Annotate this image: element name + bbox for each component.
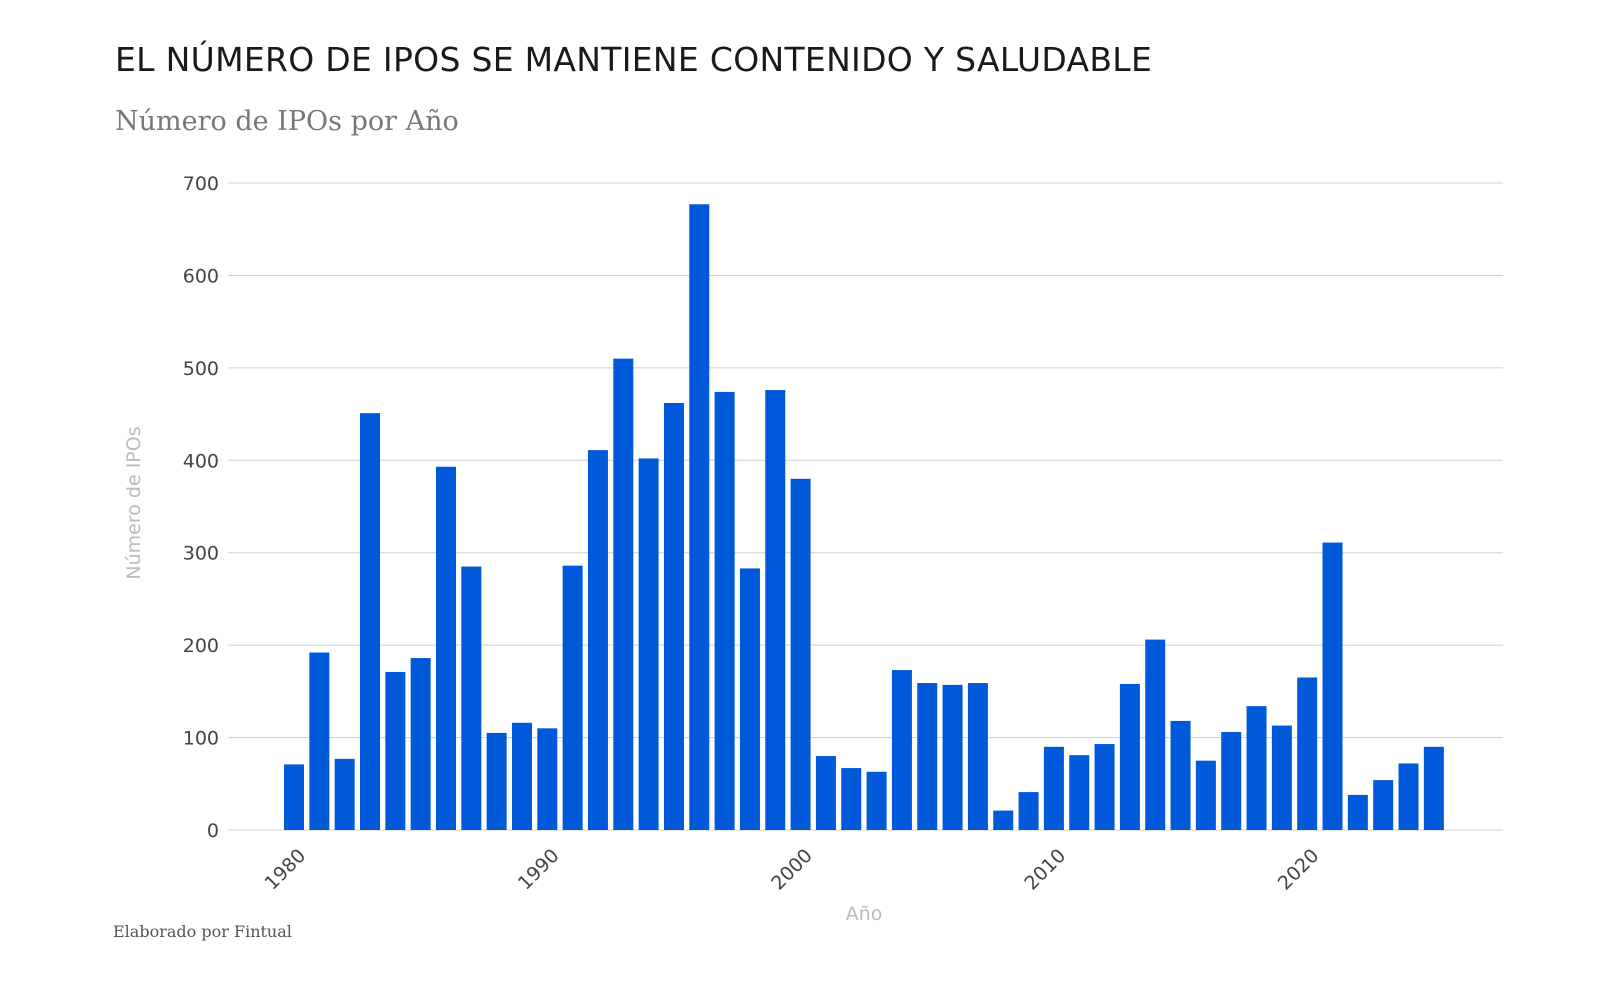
y-tick-label: 300	[183, 543, 219, 565]
bar	[790, 478, 811, 830]
bar	[663, 402, 684, 830]
bar	[537, 728, 558, 830]
bar	[891, 670, 912, 830]
footer-credit: Elaborado por Fintual	[113, 922, 292, 941]
bar	[1195, 760, 1216, 830]
chart-title: EL NÚMERO DE IPOS SE MANTIENE CONTENIDO …	[115, 40, 1153, 79]
bar	[1018, 792, 1039, 830]
bar	[638, 458, 659, 830]
bar	[1145, 639, 1166, 830]
x-tick-label: 1990	[514, 845, 564, 895]
bar	[1043, 746, 1064, 830]
bar	[461, 566, 482, 830]
bar	[1271, 725, 1292, 830]
bar	[917, 683, 938, 830]
bar	[309, 652, 330, 830]
bar	[1297, 677, 1318, 830]
y-axis-label: Número de IPOs	[123, 426, 145, 579]
bar	[1322, 542, 1343, 830]
y-tick-label: 200	[183, 635, 219, 657]
bar	[815, 756, 836, 830]
bar	[613, 358, 634, 830]
x-tick-label: 1980	[261, 845, 311, 895]
x-tick-label: 2010	[1020, 845, 1070, 895]
bar	[841, 768, 862, 830]
bar	[1398, 763, 1419, 830]
bar	[1373, 780, 1394, 830]
y-tick-label: 500	[183, 358, 219, 380]
bar	[1423, 746, 1444, 830]
bar	[1069, 755, 1090, 830]
bar	[486, 732, 507, 830]
bar	[1094, 744, 1115, 830]
bar	[739, 568, 760, 830]
bar	[689, 204, 710, 831]
chart-subtitle: Número de IPOs por Año	[115, 106, 459, 137]
y-tick-label: 600	[183, 265, 219, 287]
bar	[1170, 720, 1191, 830]
bar	[587, 450, 608, 830]
bar	[511, 722, 532, 830]
bar	[284, 764, 304, 830]
bar	[1347, 794, 1368, 830]
y-tick-label: 700	[183, 173, 219, 195]
bar	[1221, 732, 1242, 830]
bar	[993, 810, 1014, 830]
bar	[410, 658, 431, 830]
bar	[385, 671, 406, 830]
bar	[1119, 683, 1140, 830]
bar	[562, 565, 583, 830]
bar	[1246, 706, 1267, 830]
x-axis-label: Año	[846, 903, 883, 925]
y-tick-label: 100	[183, 728, 219, 750]
bar	[942, 684, 963, 830]
y-tick-label: 0	[207, 820, 219, 842]
y-tick-label: 400	[183, 450, 219, 472]
bar	[435, 466, 456, 830]
x-tick-label: 2000	[767, 845, 817, 895]
bar	[714, 391, 735, 830]
bar	[359, 413, 380, 830]
bar	[334, 758, 355, 830]
bar	[765, 390, 786, 830]
bar	[967, 683, 988, 830]
x-tick-label: 2020	[1274, 845, 1324, 895]
bar	[866, 771, 887, 830]
